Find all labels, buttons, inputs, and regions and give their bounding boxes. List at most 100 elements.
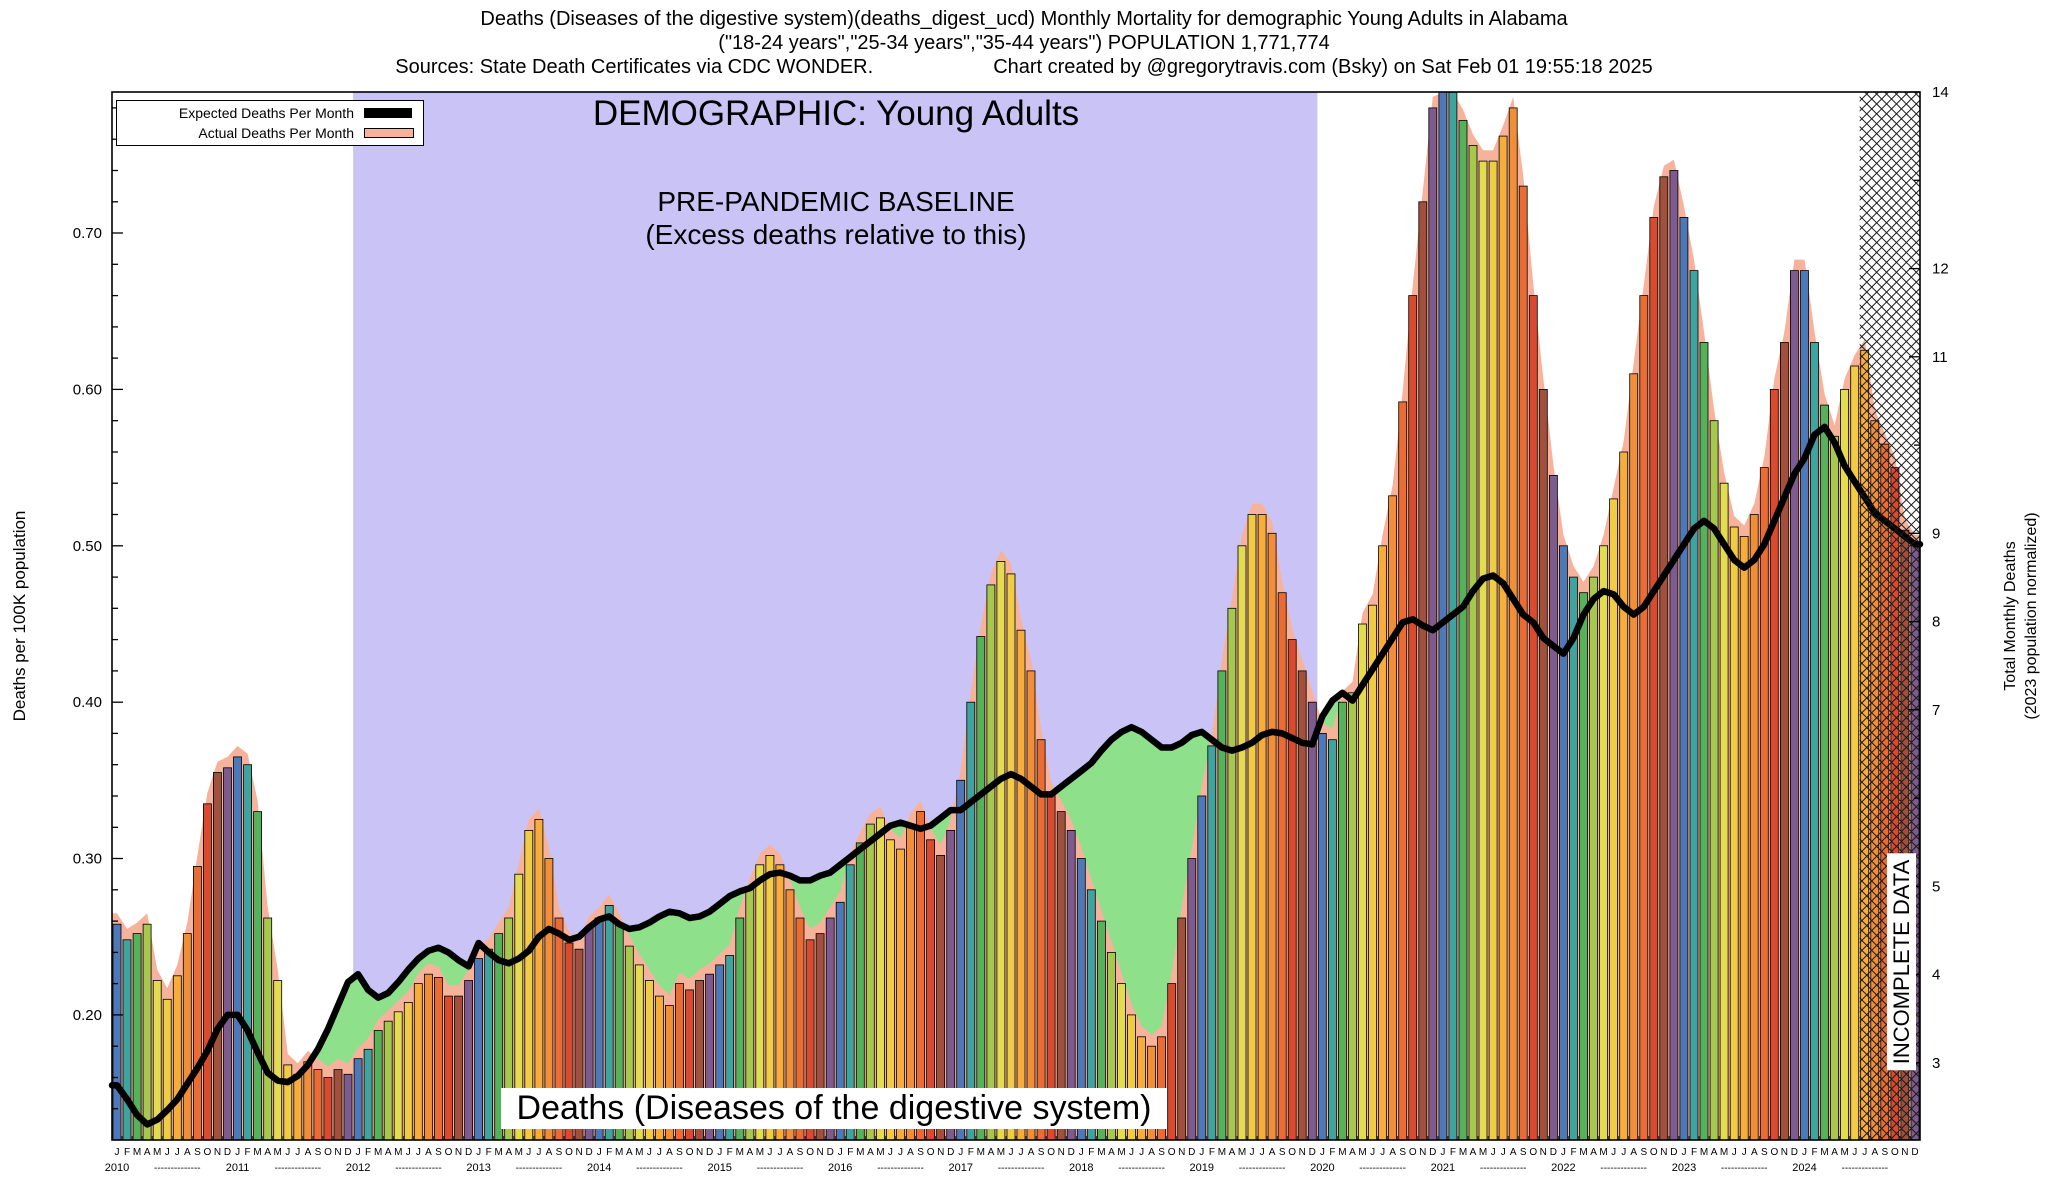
svg-text:J: J <box>657 1147 662 1158</box>
svg-text:2011: 2011 <box>226 1162 250 1174</box>
svg-text:A: A <box>1871 1147 1878 1158</box>
svg-text:D: D <box>1550 1147 1557 1158</box>
svg-text:14: 14 <box>1932 84 1949 101</box>
svg-text:M: M <box>615 1147 623 1158</box>
header-title-line3: Sources: State Death Certificates via CD… <box>0 56 2048 79</box>
legend-expected-row: Expected Deaths Per Month <box>126 105 414 121</box>
svg-text:M: M <box>495 1147 503 1158</box>
svg-text:M: M <box>1479 1147 1487 1158</box>
svg-text:F: F <box>847 1147 853 1158</box>
svg-text:J: J <box>597 1147 602 1158</box>
svg-text:0.60: 0.60 <box>73 381 102 398</box>
svg-text:J: J <box>1501 1147 1506 1158</box>
svg-text:--------------: -------------- <box>1118 1163 1165 1174</box>
svg-text:J: J <box>647 1147 652 1158</box>
svg-text:7: 7 <box>1932 702 1940 719</box>
svg-text:D: D <box>1911 1147 1918 1158</box>
svg-text:J: J <box>165 1147 170 1158</box>
svg-text:J: J <box>115 1147 120 1158</box>
svg-text:2021: 2021 <box>1431 1162 1455 1174</box>
svg-text:J: J <box>175 1147 180 1158</box>
svg-text:F: F <box>1570 1147 1576 1158</box>
svg-text:M: M <box>1841 1147 1849 1158</box>
svg-text:A: A <box>666 1147 673 1158</box>
svg-text:M: M <box>253 1147 261 1158</box>
header-title-line2: ("18-24 years","25-34 years","35-44 year… <box>718 32 1330 54</box>
svg-text:S: S <box>1520 1147 1527 1158</box>
svg-text:N: N <box>575 1147 582 1158</box>
svg-text:D: D <box>344 1147 351 1158</box>
svg-text:A: A <box>546 1147 553 1158</box>
svg-text:J: J <box>1009 1147 1014 1158</box>
svg-text:--------------: -------------- <box>154 1163 201 1174</box>
svg-text:S: S <box>435 1147 442 1158</box>
svg-text:J: J <box>1260 1147 1265 1158</box>
svg-text:F: F <box>1450 1147 1456 1158</box>
svg-text:M: M <box>635 1147 643 1158</box>
svg-text:A: A <box>1349 1147 1356 1158</box>
baseline-label-line1: PRE-PANDEMIC BASELINE <box>657 186 1015 217</box>
svg-text:M: M <box>274 1147 282 1158</box>
svg-text:O: O <box>686 1147 694 1158</box>
svg-text:A: A <box>305 1147 312 1158</box>
svg-text:M: M <box>1459 1147 1467 1158</box>
svg-text:2016: 2016 <box>828 1162 852 1174</box>
legend-actual-swatch <box>364 128 414 138</box>
svg-text:9: 9 <box>1932 525 1940 542</box>
source-note: Sources: State Death Certificates via CD… <box>395 56 874 78</box>
svg-text:J: J <box>356 1147 361 1158</box>
svg-text:0.30: 0.30 <box>73 851 102 868</box>
svg-text:J: J <box>1380 1147 1385 1158</box>
svg-text:--------------: -------------- <box>1721 1163 1768 1174</box>
svg-text:N: N <box>816 1147 823 1158</box>
svg-text:S: S <box>315 1147 322 1158</box>
svg-text:J: J <box>1682 1147 1687 1158</box>
svg-text:--------------: -------------- <box>395 1163 442 1174</box>
credit-note: Chart created by @gregorytravis.com (Bsk… <box>993 56 1653 78</box>
svg-text:A: A <box>1831 1147 1838 1158</box>
svg-text:J: J <box>1139 1147 1144 1158</box>
left-axis-title: Deaths per 100K population <box>10 510 29 722</box>
svg-text:S: S <box>1640 1147 1647 1158</box>
legend-actual-row: Actual Deaths Per Month <box>126 125 414 141</box>
svg-text:J: J <box>295 1147 300 1158</box>
svg-text:J: J <box>235 1147 240 1158</box>
svg-text:N: N <box>1781 1147 1788 1158</box>
svg-text:N: N <box>1178 1147 1185 1158</box>
svg-text:2024: 2024 <box>1792 1162 1816 1174</box>
svg-text:D: D <box>1309 1147 1316 1158</box>
bottom-chart-label: Deaths (Diseases of the digestive system… <box>500 1088 1168 1129</box>
svg-text:S: S <box>1158 1147 1165 1158</box>
svg-text:2018: 2018 <box>1069 1162 1093 1174</box>
svg-text:2022: 2022 <box>1551 1162 1575 1174</box>
svg-text:J: J <box>1561 1147 1566 1158</box>
svg-text:D: D <box>224 1147 231 1158</box>
svg-text:0.50: 0.50 <box>73 538 102 555</box>
svg-text:M: M <box>515 1147 523 1158</box>
svg-text:M: M <box>1117 1147 1125 1158</box>
svg-text:A: A <box>385 1147 392 1158</box>
bottom-chart-label-wrap: Deaths (Diseases of the digestive system… <box>0 1088 1668 1129</box>
svg-text:J: J <box>1019 1147 1024 1158</box>
svg-text:D: D <box>947 1147 954 1158</box>
svg-text:S: S <box>917 1147 924 1158</box>
svg-text:--------------: -------------- <box>1841 1163 1888 1174</box>
svg-text:F: F <box>365 1147 371 1158</box>
svg-text:2013: 2013 <box>466 1162 490 1174</box>
svg-text:J: J <box>778 1147 783 1158</box>
svg-text:A: A <box>425 1147 432 1158</box>
svg-text:8: 8 <box>1932 614 1940 631</box>
svg-text:3: 3 <box>1932 1055 1940 1072</box>
svg-text:N: N <box>1540 1147 1547 1158</box>
header-title-line1: Deaths (Diseases of the digestive system… <box>480 8 1568 30</box>
svg-text:F: F <box>968 1147 974 1158</box>
svg-text:J: J <box>1621 1147 1626 1158</box>
svg-text:12: 12 <box>1932 261 1949 278</box>
svg-text:M: M <box>876 1147 884 1158</box>
svg-text:--------------: -------------- <box>636 1163 683 1174</box>
incomplete-data-label: INCOMPLETE DATA <box>1887 853 1916 1071</box>
svg-text:J: J <box>1802 1147 1807 1158</box>
svg-text:J: J <box>958 1147 963 1158</box>
svg-text:N: N <box>937 1147 944 1158</box>
